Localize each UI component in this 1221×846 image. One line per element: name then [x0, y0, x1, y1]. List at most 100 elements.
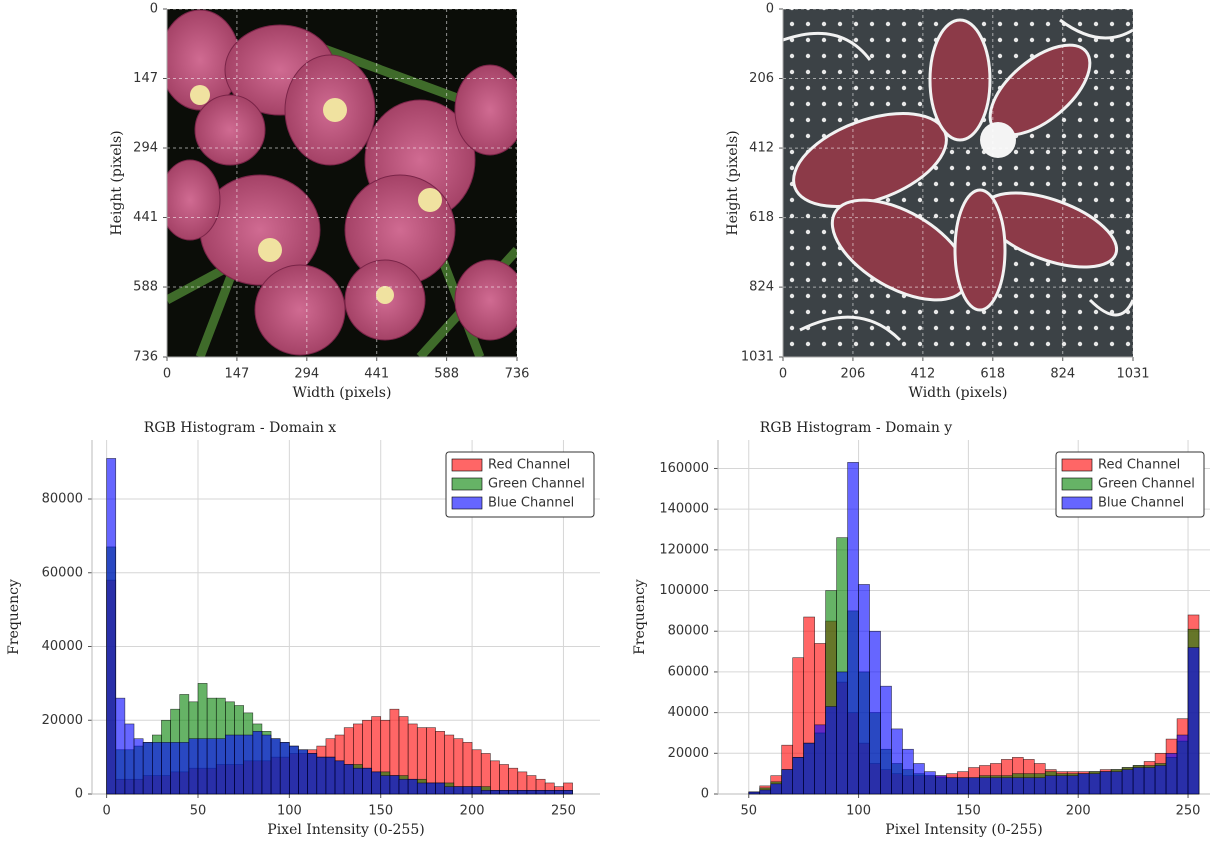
histogram-bar: [760, 790, 771, 794]
x-tick-label: 250: [1176, 804, 1201, 819]
histogram-bar: [490, 761, 499, 794]
histogram-bar: [189, 739, 198, 794]
histogram-bar: [859, 584, 870, 794]
histogram-bar: [903, 749, 914, 794]
histogram-bar: [125, 724, 134, 794]
y-tick-label: 40000: [668, 705, 709, 720]
histogram-bar: [1133, 768, 1144, 794]
y-tick-label: 40000: [42, 639, 83, 654]
histogram-bar: [454, 787, 463, 794]
x-tick-label: 824: [1050, 367, 1075, 382]
x-tick-label: 618: [980, 367, 1005, 382]
histogram-bar: [225, 735, 234, 794]
histogram-bar: [527, 790, 536, 794]
histogram-bar: [892, 729, 903, 794]
x-tick-label: 147: [224, 367, 249, 382]
histogram-bar: [262, 735, 271, 794]
histogram-bar: [968, 778, 979, 794]
histogram-bar: [326, 757, 335, 794]
x-tick-label: 50: [190, 804, 207, 819]
histogram-bar: [536, 790, 545, 794]
subplot: 050100150200250020000400006000080000Pixe…: [6, 420, 600, 838]
histogram-bar: [107, 458, 116, 794]
x-tick-label: 206: [841, 367, 866, 382]
x-axis-label: Pixel Intensity (0-255): [267, 822, 424, 838]
histogram-bar: [545, 790, 554, 794]
page: Image domains and RGB histograms {"chart…: [0, 0, 1221, 846]
x-tick-label: 588: [434, 367, 459, 382]
x-tick-label: 412: [910, 367, 935, 382]
histogram-bar: [390, 776, 399, 794]
y-tick-label: 60000: [42, 565, 83, 580]
histogram-bar: [472, 787, 481, 794]
x-tick-label: 441: [364, 367, 389, 382]
histogram-bar: [344, 765, 353, 795]
histogram-bar: [381, 776, 390, 794]
histogram-bar: [134, 739, 143, 794]
histogram-bar: [1078, 774, 1089, 794]
histogram-bar: [771, 784, 782, 794]
y-tick-label: 824: [749, 280, 774, 295]
histogram-bar: [362, 768, 371, 794]
x-axis-label: Pixel Intensity (0-255): [885, 822, 1042, 838]
y-tick-label: 0: [701, 787, 709, 802]
legend-swatch: [452, 497, 482, 509]
histogram-bar: [207, 739, 216, 794]
figure: 01472944415887360147294441588736Width (p…: [0, 0, 1221, 846]
y-tick-label: 120000: [659, 542, 709, 557]
legend-label: Red Channel: [488, 458, 570, 473]
histogram-bar: [445, 787, 454, 794]
histogram-bar: [935, 776, 946, 794]
x-tick-label: 0: [779, 367, 787, 382]
histogram-bar: [1045, 776, 1056, 794]
x-tick-label: 1031: [1116, 367, 1149, 382]
histogram-bar: [979, 778, 990, 794]
histogram-bar: [171, 742, 180, 794]
histogram-bar: [372, 772, 381, 794]
y-tick-label: 160000: [659, 461, 709, 476]
y-tick-label: 441: [133, 210, 158, 225]
histogram-bar: [509, 790, 518, 794]
histogram-bar: [1067, 776, 1078, 794]
histogram-bar: [216, 739, 225, 794]
y-tick-label: 0: [150, 2, 158, 17]
histogram-bar: [454, 739, 463, 794]
histogram-bar: [804, 743, 815, 794]
histogram-bar: [837, 672, 848, 794]
histogram-bar: [463, 787, 472, 794]
histogram-bar: [870, 631, 881, 794]
y-tick-label: 60000: [668, 664, 709, 679]
histogram-bar: [1089, 774, 1100, 794]
y-tick-label: 0: [766, 2, 774, 17]
legend-label: Red Channel: [1098, 458, 1180, 473]
histogram-bar: [518, 790, 527, 794]
histogram-bar: [426, 783, 435, 794]
histogram-bar: [848, 462, 859, 794]
y-tick-label: 0: [75, 787, 83, 802]
histogram-bar: [353, 768, 362, 794]
histogram-bar: [317, 757, 326, 794]
histogram-bar: [913, 763, 924, 794]
legend: Red ChannelGreen ChannelBlue Channel: [446, 452, 594, 517]
x-tick-label: 50: [740, 804, 757, 819]
histogram-bar: [116, 698, 125, 794]
legend-swatch: [452, 459, 482, 471]
x-tick-label: 0: [163, 367, 171, 382]
histogram-bar: [1023, 778, 1034, 794]
x-tick-label: 736: [505, 367, 530, 382]
batik-image: [781, 9, 1133, 357]
histogram-bar: [161, 742, 170, 794]
histogram-bar: [244, 735, 253, 794]
legend-swatch: [1062, 497, 1092, 509]
histogram-bar: [308, 753, 317, 794]
y-tick-label: 618: [749, 210, 774, 225]
y-tick-label: 100000: [659, 583, 709, 598]
y-tick-label: 20000: [668, 746, 709, 761]
x-tick-label: 150: [368, 804, 393, 819]
histogram-bar: [499, 790, 508, 794]
histogram-bar: [946, 778, 957, 794]
histogram-bar: [881, 686, 892, 794]
histogram-bar: [1001, 778, 1012, 794]
y-tick-label: 20000: [42, 713, 83, 728]
histogram-bar: [1177, 735, 1188, 794]
